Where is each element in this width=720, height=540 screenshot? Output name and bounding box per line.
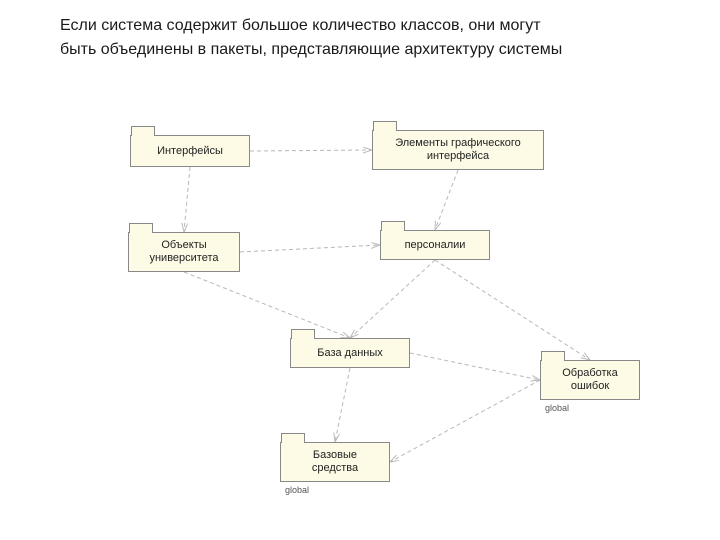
package-tab — [381, 221, 405, 231]
package-interfaces: Интерфейсы — [130, 135, 250, 167]
package-label: персоналии — [381, 231, 489, 259]
package-label: Базовыесредства — [281, 443, 389, 481]
package-label: Элементы графическогоинтерфейса — [373, 131, 543, 169]
package-label: Интерфейсы — [131, 136, 249, 166]
global-label: global — [285, 485, 309, 495]
edge-univ-db — [184, 272, 350, 338]
edge-gui-person — [435, 170, 458, 230]
package-tab — [129, 223, 153, 233]
package-label: Объектыуниверситета — [129, 233, 239, 271]
header-text: Если система содержит большое количество… — [0, 0, 720, 62]
edge-db-base — [335, 368, 350, 442]
package-db: База данных — [290, 338, 410, 368]
package-univ: Объектыуниверситета — [128, 232, 240, 272]
package-tab — [291, 329, 315, 339]
package-gui: Элементы графическогоинтерфейса — [372, 130, 544, 170]
edge-univ-person — [240, 245, 380, 252]
package-tab — [131, 126, 155, 136]
package-tab — [373, 121, 397, 131]
edge-interfaces-univ — [184, 167, 190, 232]
edge-person-db — [350, 260, 435, 338]
package-errors: Обработкаошибокglobal — [540, 360, 640, 400]
package-base: Базовыесредстваglobal — [280, 442, 390, 482]
header-line2: быть объединены в пакеты, представляющие… — [60, 41, 562, 58]
edge-interfaces-gui — [250, 150, 372, 151]
package-tab — [281, 433, 305, 443]
package-label: Обработкаошибок — [541, 361, 639, 399]
package-diagram: Интерфейсы Элементы графическогоинтерфейс… — [0, 100, 720, 540]
edge-person-errors — [435, 260, 590, 360]
global-label: global — [545, 403, 569, 413]
package-tab — [541, 351, 565, 361]
header-line1: Если система содержит большое количество… — [60, 17, 541, 34]
package-label: База данных — [291, 339, 409, 367]
package-person: персоналии — [380, 230, 490, 260]
edge-errors-base — [390, 380, 540, 462]
edge-db-errors — [410, 353, 540, 380]
